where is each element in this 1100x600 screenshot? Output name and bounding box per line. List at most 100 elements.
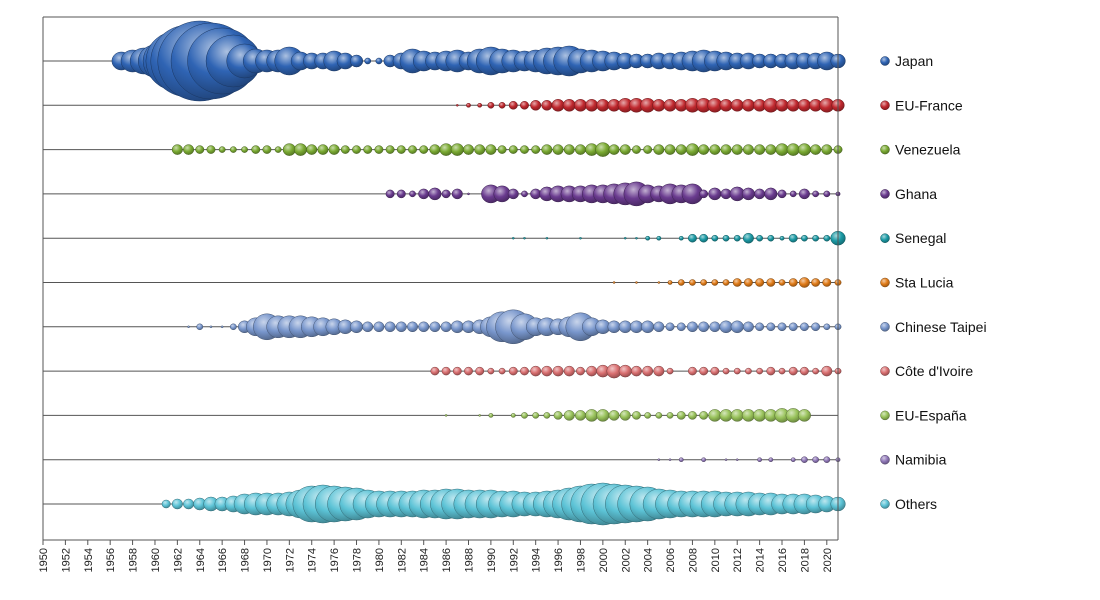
bubble-point: [699, 366, 709, 376]
bubble-point: [477, 103, 483, 108]
bubble-point: [498, 367, 506, 375]
bubble-point: [686, 321, 698, 333]
bubble-point: [618, 364, 632, 378]
legend-item: EU-España: [880, 407, 967, 423]
bubble-point: [508, 145, 518, 154]
bubble-point: [262, 145, 272, 154]
bubble-point: [735, 458, 739, 461]
series-row-senegal: [43, 230, 846, 246]
x-tick-label: 2000: [598, 548, 610, 572]
legend-marker: [880, 189, 890, 199]
bubble-point: [553, 411, 563, 420]
bubble-point: [755, 322, 765, 332]
x-tick-label: 1976: [329, 548, 341, 572]
bubble-point: [756, 234, 764, 242]
bubble-point: [645, 235, 650, 241]
legend-item: Sta Lucia: [880, 275, 954, 291]
bubble-point: [508, 366, 518, 376]
legend-item: Côte d'Ivoire: [880, 363, 973, 379]
bubble-point: [811, 278, 821, 287]
bubble-point: [418, 188, 430, 200]
bubble-point: [765, 144, 777, 155]
legend-item: Ghana: [880, 186, 937, 202]
bubble-point: [731, 144, 743, 155]
bubble-point: [733, 234, 741, 242]
x-tick-label: 1960: [150, 548, 162, 572]
bubble-point: [711, 234, 719, 242]
bubble-point: [293, 143, 308, 156]
bubble-point: [478, 414, 481, 417]
legend-item: Namibia: [880, 452, 947, 468]
bubble-point: [823, 323, 831, 331]
bubble-point: [788, 366, 798, 376]
bubble-point: [699, 233, 709, 243]
bubble-point: [766, 278, 776, 287]
bubble-point: [753, 409, 767, 422]
legend-marker: [880, 366, 890, 376]
series-row-sta-lucia: [43, 277, 842, 288]
bubble-point: [687, 411, 697, 420]
bubble-point: [754, 188, 766, 200]
x-tick-label: 2010: [710, 548, 722, 572]
bubble-point: [699, 411, 709, 420]
bubble-point: [444, 414, 448, 417]
bubble-point: [653, 365, 665, 377]
bubble-point: [821, 365, 833, 377]
bubble-point: [741, 99, 755, 112]
bubble-point: [687, 233, 697, 243]
x-tick-label: 2018: [799, 548, 811, 572]
bubble-point: [373, 321, 385, 333]
bubble-point: [655, 412, 663, 419]
bubble-point: [775, 99, 789, 112]
legend-item: Senegal: [880, 230, 946, 246]
legend-label: EU-España: [895, 407, 967, 423]
bubble-point: [520, 366, 529, 376]
legend-marker: [880, 454, 890, 465]
bubble-point: [641, 320, 655, 334]
bubble-point: [511, 236, 515, 240]
series-row-chinese-taipei: [43, 309, 842, 345]
bubble-point: [687, 366, 697, 376]
bubble-point: [823, 234, 831, 242]
bubble-point: [385, 189, 395, 199]
bubble-point: [274, 146, 282, 153]
bubble-point: [756, 367, 764, 375]
bubble-point: [441, 366, 451, 376]
x-tick-label: 1994: [531, 548, 543, 572]
legend-item: Japan: [880, 53, 933, 69]
legend-marker: [880, 277, 890, 288]
bubble-point: [730, 99, 744, 112]
bubble-point: [488, 413, 494, 418]
bubble-point: [698, 321, 710, 333]
bubble-point: [643, 145, 653, 154]
bubble-point: [619, 144, 631, 155]
bubble-point: [733, 367, 741, 375]
x-tick-label: 1998: [575, 548, 587, 572]
bubble-point: [439, 143, 453, 156]
bubble-point: [306, 144, 318, 155]
bubble-point: [429, 144, 441, 155]
bubble-point: [508, 101, 518, 110]
x-tick-label: 1982: [396, 548, 408, 572]
bubble-point: [811, 322, 821, 332]
bubble-point: [585, 409, 599, 422]
bubble-point: [742, 232, 754, 244]
bubble-point: [475, 366, 485, 376]
bubble-point: [619, 410, 631, 421]
bubble-point: [385, 145, 395, 154]
bubble-point: [786, 143, 800, 156]
bubble-point: [409, 190, 416, 198]
bubble-point: [523, 236, 526, 240]
bubble-point: [699, 189, 709, 199]
bubble-point: [754, 144, 766, 155]
bubble-point: [487, 367, 495, 375]
series-row-eu-espa-a: [43, 408, 838, 423]
x-tick-label: 1980: [374, 548, 386, 572]
bubble-point: [407, 321, 419, 333]
bubble-point: [788, 233, 798, 243]
bubble-point: [798, 277, 810, 288]
bubble-point: [618, 320, 632, 334]
bubble-point: [777, 189, 787, 199]
x-tick-label: 2020: [822, 548, 834, 572]
